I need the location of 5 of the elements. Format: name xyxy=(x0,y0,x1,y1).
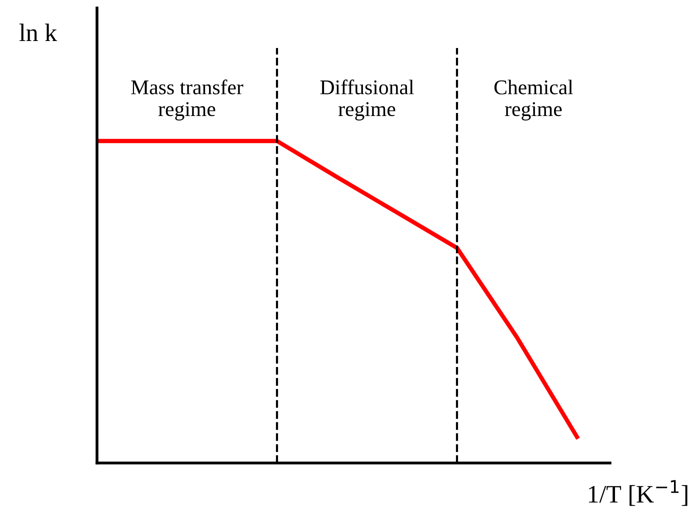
text: Diffusional regime xyxy=(320,80,414,120)
text: Mass transfer regime xyxy=(131,80,244,120)
x-axis-title: 1/T [K$^{−1}$] xyxy=(588,480,688,506)
y-axis-title: ln k xyxy=(19,24,58,42)
text: Chemical regime xyxy=(494,80,573,120)
